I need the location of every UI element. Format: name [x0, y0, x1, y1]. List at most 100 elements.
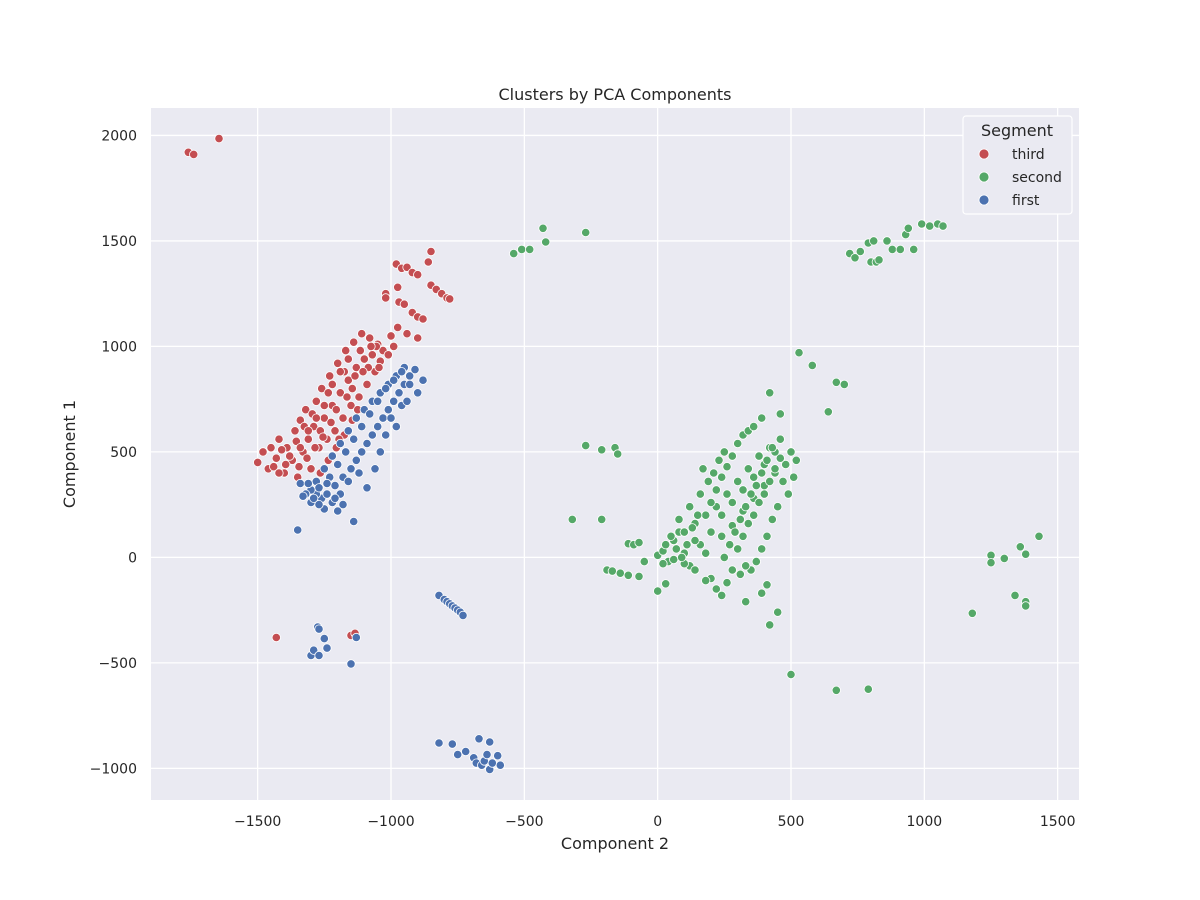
scatter-point: [671, 544, 681, 554]
scatter-point: [661, 540, 671, 550]
scatter-point: [765, 476, 775, 486]
scatter-point: [298, 491, 308, 501]
scatter-point: [1034, 531, 1044, 541]
scatter-point: [343, 426, 353, 436]
scatter-point: [714, 455, 724, 465]
x-tick-label: 1000: [907, 814, 943, 830]
scatter-point: [326, 417, 336, 427]
scatter-point: [775, 453, 785, 463]
scatter-point: [525, 244, 535, 254]
scatter-point: [855, 246, 865, 257]
scatter-point: [378, 413, 388, 423]
x-tick-label: −1500: [234, 814, 281, 830]
scatter-point: [765, 388, 775, 398]
scatter-point: [741, 561, 751, 571]
scatter-point: [730, 527, 740, 537]
scatter-point: [383, 350, 393, 360]
scatter-point: [634, 571, 644, 582]
scatter-point: [266, 443, 276, 453]
scatter-point: [285, 451, 295, 461]
scatter-point: [938, 221, 948, 231]
scatter-point: [541, 237, 551, 247]
scatter-point: [762, 531, 772, 541]
scatter-point: [314, 499, 324, 510]
scatter-point: [290, 426, 300, 436]
scatter-point: [365, 409, 375, 419]
data-points: [183, 134, 1044, 775]
series-second: [509, 219, 1044, 695]
scatter-point: [386, 413, 396, 423]
scatter-point: [330, 493, 340, 503]
scatter-point: [338, 413, 348, 423]
scatter-point: [567, 514, 577, 525]
scatter-point: [759, 489, 769, 499]
x-tick-label: −1000: [367, 814, 414, 830]
scatter-point: [751, 480, 761, 491]
scatter-point: [314, 650, 324, 661]
scatter-point: [445, 294, 455, 304]
scatter-point: [389, 396, 399, 406]
scatter-point: [375, 447, 385, 457]
scatter-point: [741, 502, 751, 512]
scatter-point: [349, 337, 359, 347]
scatter-point: [757, 544, 767, 554]
scatter-point: [367, 430, 377, 440]
scatter-point: [757, 413, 767, 423]
scatter-point: [882, 236, 892, 246]
scatter-point: [687, 523, 697, 533]
scatter-point: [717, 472, 727, 482]
scatter-point: [295, 478, 305, 489]
scatter-point: [306, 464, 316, 474]
scatter-point: [823, 407, 833, 417]
legend: Segment third second first: [962, 115, 1073, 215]
scatter-point: [327, 379, 337, 389]
scatter-point: [335, 438, 345, 449]
scatter-point: [359, 354, 369, 364]
scatter-point: [669, 554, 679, 565]
scatter-point: [366, 341, 376, 351]
scatter-point: [331, 405, 341, 415]
scatter-point: [623, 570, 633, 580]
scatter-point: [738, 531, 748, 541]
scatter-point: [383, 405, 393, 415]
scatter-point: [294, 462, 304, 472]
scatter-point: [357, 447, 367, 457]
scatter-point: [666, 531, 676, 541]
scatter-point: [271, 453, 281, 463]
scatter-point: [719, 447, 729, 457]
scatter-point: [482, 749, 492, 760]
scatter-point: [303, 434, 313, 444]
series-third: [183, 134, 455, 643]
scatter-point: [717, 590, 727, 601]
scatter-point: [701, 510, 711, 520]
scatter-point: [350, 371, 360, 381]
x-axis-title: Component 2: [561, 834, 669, 853]
scatter-point: [791, 455, 801, 465]
scatter-point: [711, 584, 721, 594]
scatter-point: [351, 455, 361, 465]
scatter-point: [789, 472, 799, 482]
scatter-point: [613, 449, 623, 459]
scatter-point: [698, 464, 708, 474]
y-tick-labels: −1000 −500 0 500 1000 1500 2000: [90, 128, 137, 777]
legend-label: third: [1012, 147, 1045, 163]
scatter-point: [281, 459, 291, 470]
scatter-point: [335, 388, 345, 398]
scatter-point: [358, 367, 368, 377]
scatter-point: [258, 447, 268, 457]
scatter-point: [1021, 601, 1031, 611]
y-tick-label: −500: [99, 656, 137, 672]
scatter-point: [778, 476, 788, 486]
legend-label: second: [1012, 170, 1062, 186]
scatter-point: [773, 502, 783, 512]
scatter-point: [319, 633, 329, 644]
scatter-point: [362, 379, 372, 389]
scatter-point: [335, 367, 345, 377]
scatter-point: [839, 379, 849, 389]
scatter-point: [314, 624, 324, 634]
scatter-point: [751, 556, 761, 567]
scatter-point: [770, 464, 780, 474]
scatter-point: [338, 499, 348, 510]
scatter-point: [762, 580, 772, 590]
scatter-point: [701, 548, 711, 558]
